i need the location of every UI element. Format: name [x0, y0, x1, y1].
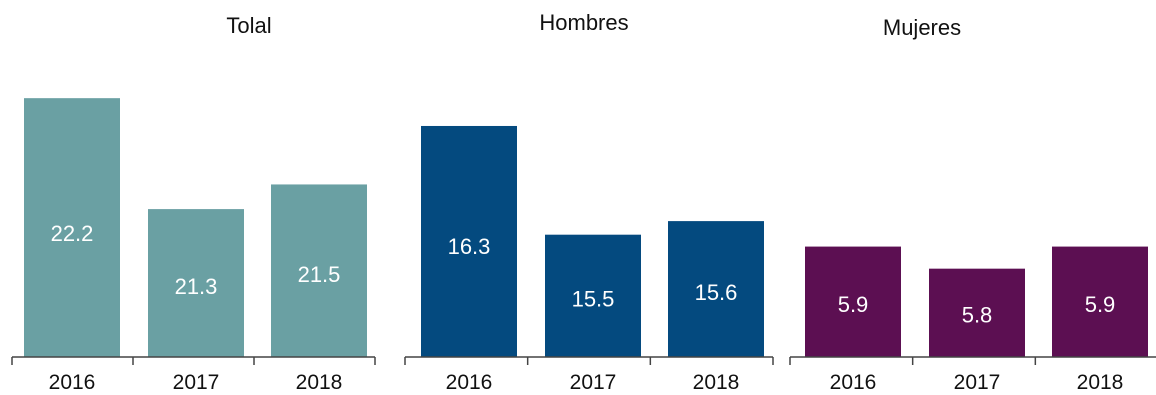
x-tick-label: 2017: [570, 371, 617, 394]
x-tick-label: 2018: [296, 371, 343, 394]
chart-panel: Hombres 16.3 2016 15.5 2017 15.6 2018: [404, 10, 774, 394]
chart-title: Tolal: [226, 13, 271, 38]
x-tick-label: 2016: [830, 371, 877, 394]
x-tick-label: 2016: [49, 371, 96, 394]
bar: [24, 98, 120, 358]
bar: [1052, 246, 1148, 357]
data-label: 15.5: [572, 286, 615, 311]
data-label: 5.9: [838, 292, 869, 317]
x-tick-label: 2016: [446, 371, 493, 394]
chart-title: Mujeres: [883, 15, 961, 40]
data-label: 21.5: [298, 262, 341, 287]
x-tick-label: 2018: [1077, 371, 1124, 394]
x-tick-label: 2017: [954, 371, 1001, 394]
x-tick-label: 2018: [693, 371, 740, 394]
data-label: 16.3: [448, 234, 491, 259]
data-label: 21.3: [175, 274, 218, 299]
x-tick-label: 2017: [173, 371, 220, 394]
bar: [148, 209, 244, 357]
bar: [929, 268, 1025, 357]
bar: [805, 246, 901, 357]
data-label: 22.2: [51, 221, 94, 246]
bar: [271, 184, 367, 357]
bar: [421, 125, 517, 357]
bar: [668, 221, 764, 357]
data-label: 5.9: [1085, 292, 1116, 317]
chart-title: Hombres: [539, 10, 628, 35]
chart-panel: Tolal 22.2 2016 21.3 2017 21.5 2018: [11, 13, 376, 394]
data-label: 15.6: [695, 280, 738, 305]
data-label: 5.8: [962, 303, 993, 328]
chart-panel: Mujeres 5.9 2016 5.8 2017 5.9 2018: [789, 15, 1156, 394]
bar: [545, 234, 641, 357]
